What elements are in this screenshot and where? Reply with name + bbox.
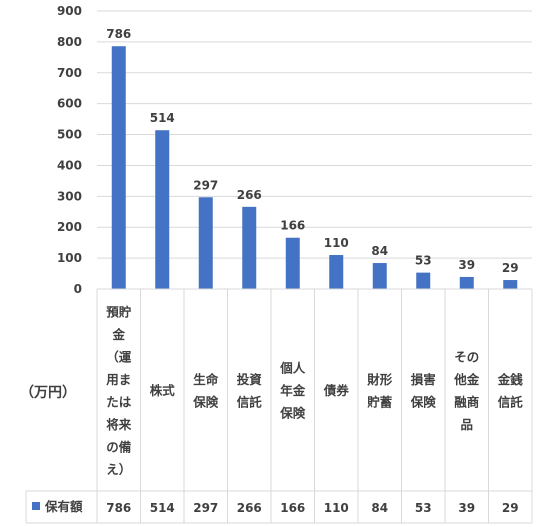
y-tick-label: 300 xyxy=(57,189,82,203)
data-label: 110 xyxy=(324,236,349,250)
legend-swatch xyxy=(32,502,40,510)
category-label: 損害保険 xyxy=(410,372,437,410)
y-tick-label: 900 xyxy=(57,4,82,18)
category-label: 預貯金（運用または将来の備え） xyxy=(105,304,132,477)
data-label: 84 xyxy=(371,244,388,258)
data-labels: 786 514 297 266 166 110 84 53 39 29 xyxy=(106,27,518,275)
category-label: 生命保険 xyxy=(192,372,219,410)
y-tick-label: 600 xyxy=(57,97,82,111)
table-value: 297 xyxy=(193,501,218,515)
table-value: 166 xyxy=(280,501,305,515)
category-label: 投資信託 xyxy=(237,372,263,410)
table-value: 84 xyxy=(371,501,388,515)
y-tick-label: 500 xyxy=(57,128,82,142)
data-label: 297 xyxy=(193,178,218,192)
bar xyxy=(111,46,126,289)
y-tick-label: 200 xyxy=(57,220,82,234)
data-label: 53 xyxy=(415,254,432,268)
data-label: 786 xyxy=(106,27,131,41)
table-value: 266 xyxy=(237,501,262,515)
legend: 保有額 xyxy=(32,499,83,514)
category-label: その他金融商品 xyxy=(453,349,480,432)
category-label: 財形貯蓄 xyxy=(366,372,393,410)
category-label: 債券 xyxy=(323,383,350,398)
data-label: 166 xyxy=(280,219,305,233)
legend-label: 保有額 xyxy=(44,499,83,514)
bars xyxy=(111,46,518,289)
table-value: 39 xyxy=(458,501,475,515)
table-value: 110 xyxy=(324,501,349,515)
bar xyxy=(242,206,257,289)
bar xyxy=(198,197,213,289)
table-value: 514 xyxy=(150,501,175,515)
bar xyxy=(285,237,300,289)
unit-label: （万円） xyxy=(20,385,76,401)
table-value: 53 xyxy=(415,501,432,515)
y-tick-label: 0 xyxy=(74,282,82,296)
table-value: 29 xyxy=(502,501,519,515)
y-tick-label: 800 xyxy=(57,35,82,49)
category-label: 株式 xyxy=(150,383,176,398)
data-label: 29 xyxy=(502,261,519,275)
data-label: 514 xyxy=(150,111,175,125)
bar xyxy=(155,130,170,289)
data-label: 266 xyxy=(237,188,262,202)
table-value: 786 xyxy=(106,501,131,515)
category-label: 金銭信託 xyxy=(497,372,524,410)
y-tick-label: 700 xyxy=(57,66,82,80)
y-tick-label: 400 xyxy=(57,158,82,172)
y-tick-label: 100 xyxy=(57,251,82,265)
data-label: 39 xyxy=(458,258,475,272)
bar xyxy=(416,272,431,289)
category-label: 個人年金保険 xyxy=(279,361,306,421)
bar xyxy=(503,280,518,289)
bar xyxy=(459,276,474,289)
bar xyxy=(329,255,344,289)
y-axis-ticks: 0 100 200 300 400 500 600 700 800 900 xyxy=(57,4,82,296)
bar xyxy=(372,263,387,289)
gridlines xyxy=(97,10,532,259)
